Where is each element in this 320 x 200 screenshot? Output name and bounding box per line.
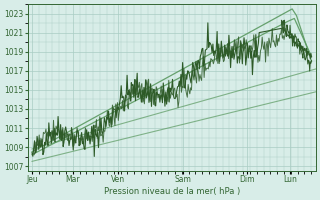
X-axis label: Pression niveau de la mer( hPa ): Pression niveau de la mer( hPa ) [104, 187, 240, 196]
